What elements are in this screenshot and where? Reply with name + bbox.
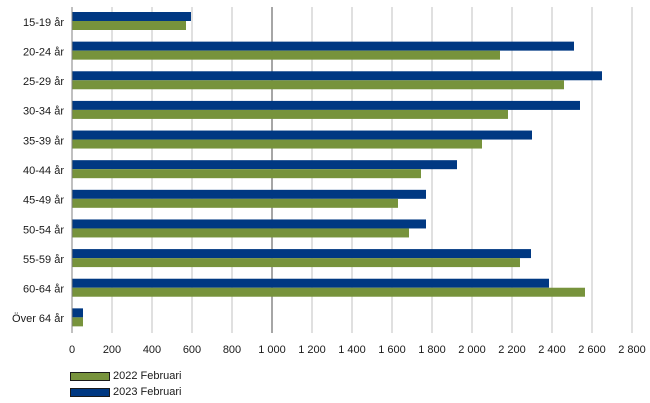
category-label: 40-44 år [23, 165, 64, 177]
bar-2023 [72, 41, 574, 51]
x-tick-label: 2 600 [578, 344, 606, 356]
bar-2022 [72, 80, 564, 90]
legend-swatch-2022 [70, 371, 110, 381]
bar-2023 [72, 160, 457, 170]
x-tick-label: 800 [223, 344, 241, 356]
category-label: 30-34 år [23, 106, 64, 118]
category-label: 35-39 år [23, 135, 64, 147]
category-label: Över 64 år [12, 313, 64, 325]
bar-2023 [72, 130, 532, 140]
legend: 2022 Februari 2023 Februari [70, 368, 182, 400]
x-tick-label: 200 [103, 344, 121, 356]
category-label: 55-59 år [23, 254, 64, 266]
x-tick-label: 2 800 [618, 344, 646, 356]
bar-2022 [72, 139, 482, 149]
category-label: 25-29 år [23, 76, 64, 88]
legend-item-2023: 2023 Februari [70, 384, 182, 400]
bar-2022 [72, 228, 409, 238]
x-tick-label: 1 800 [418, 344, 446, 356]
bar-2023 [72, 219, 426, 229]
bar-2023 [72, 189, 426, 199]
bar-2023 [72, 100, 580, 110]
bar-2022 [72, 287, 585, 297]
category-label: 20-24 år [23, 46, 64, 58]
bar-2022 [72, 21, 186, 30]
legend-swatch-2023 [70, 387, 110, 397]
x-tick-label: 2 000 [458, 344, 486, 356]
x-tick-label: 0 [69, 344, 75, 356]
bar-2022 [72, 50, 500, 60]
bar-2022 [72, 109, 508, 119]
category-label: 60-64 år [23, 284, 64, 296]
bar-2022 [72, 198, 398, 208]
bar-2023 [72, 71, 602, 81]
category-label: 45-49 år [23, 195, 64, 207]
category-label: 15-19 år [23, 17, 64, 29]
bar-2023 [72, 12, 191, 21]
x-tick-label: 1 200 [298, 344, 326, 356]
bar-2022 [72, 169, 421, 179]
x-tick-label: 1 400 [338, 344, 366, 356]
bar-2023 [72, 249, 531, 259]
legend-label-2022: 2022 Februari [113, 370, 182, 382]
x-tick-label: 600 [183, 344, 201, 356]
bar-2023 [72, 308, 83, 318]
bar-2022 [72, 317, 83, 327]
x-tick-label: 2 200 [498, 344, 526, 356]
bar-2023 [72, 278, 549, 288]
category-label: 50-54 år [23, 224, 64, 236]
x-tick-label: 1 600 [378, 344, 406, 356]
x-tick-label: 2 400 [538, 344, 566, 356]
bar-2022 [72, 258, 520, 268]
x-tick-label: 1 000 [258, 344, 286, 356]
legend-label-2023: 2023 Februari [113, 386, 182, 398]
x-tick-label: 400 [143, 344, 161, 356]
legend-item-2022: 2022 Februari [70, 368, 182, 384]
